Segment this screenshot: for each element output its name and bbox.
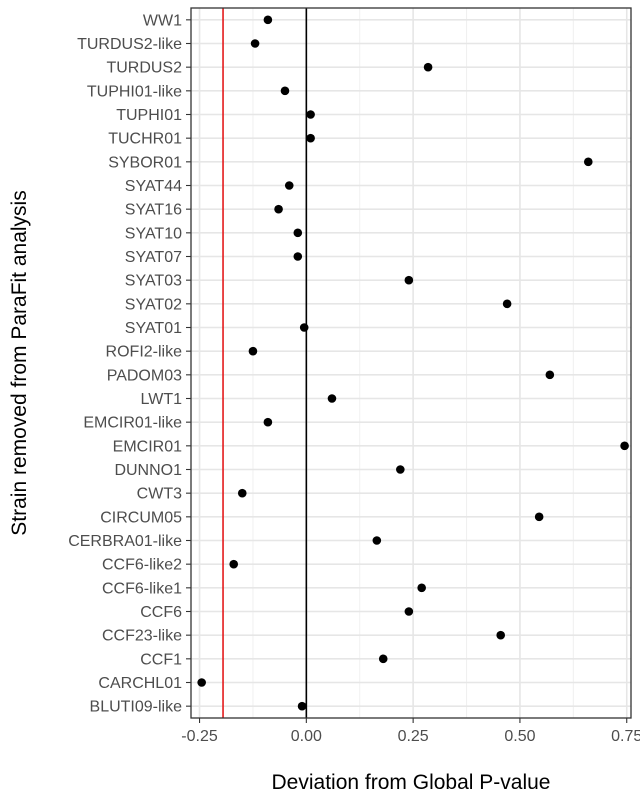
data-point [197,678,206,687]
y-axis-title: Strain removed from ParaFit analysis [8,190,31,535]
data-point [293,252,303,261]
y-tick-label: TURDUS2-like [77,36,182,53]
data-point [297,701,307,711]
data-point [378,654,388,664]
y-tick-label: CERBRA01-like [68,533,182,550]
minor-gridlines [252,8,574,718]
x-tick-label: 0.75 [611,728,640,745]
y-tick-label: CARCHL01 [98,675,182,692]
y-axis-ticks: WW1 TURDUS2-like TURDUS2 TUPHI01-like TUPHI0… [68,12,191,716]
data-point [229,559,239,569]
y-tick-label: CCF6-like2 [102,557,182,574]
y-tick-label: LWT1 [141,391,183,408]
y-tick-label: TURDUS2 [106,60,182,77]
y-tick-label: SYAT10 [125,225,182,242]
x-tick-label: 0.25 [398,728,429,745]
y-tick-label: CCF6-like1 [102,580,182,597]
y-tick-label: TUCHR01 [108,131,182,148]
data-point [502,299,512,309]
y-tick-label: SYAT16 [125,202,182,219]
y-tick-label: CIRCUM05 [100,509,182,526]
y-tick-label: SYAT03 [125,273,182,290]
y-tick-label: ROFI2-like [106,344,183,361]
data-point [404,607,414,616]
y-tick-label: EMCIR01-like [83,415,182,432]
data-point [263,417,273,427]
data-point [583,157,593,167]
data-point [306,133,315,143]
y-tick-label: SYBOR01 [108,154,182,171]
data-point [534,512,544,522]
data-point [396,465,405,474]
data-point [293,228,303,238]
y-tick-label: DUNNO1 [114,462,182,479]
data-point [404,275,414,285]
y-tick-label: SYAT02 [125,296,182,313]
data-point [327,394,337,403]
y-tick-label: PADOM03 [107,367,182,384]
y-tick-label: EMCIR01 [113,438,182,455]
x-tick-label: 0.50 [504,728,535,745]
y-tick-label: TUPHI01-like [87,83,182,100]
data-point [372,536,382,545]
x-axis-title: Deviation from Global P-value [272,771,551,794]
y-tick-label: SYAT44 [125,178,182,195]
data-point [284,181,294,190]
y-tick-label: CWT3 [137,486,182,503]
reference-lines [222,8,308,718]
data-point [250,39,260,48]
data-point [248,346,258,356]
data-point [299,323,309,332]
data-point [423,62,433,72]
plot-border [190,7,632,719]
y-tick-label: CCF23-like [102,628,182,645]
data-point [280,86,290,96]
y-tick-label: WW1 [143,12,182,29]
y-tick-label: SYAT07 [125,249,182,266]
data-point [417,583,426,593]
data-point [496,630,506,640]
data-point [620,441,629,451]
plot-panel [191,8,631,718]
x-axis-ticks: -0.25 0.00 0.25 0.50 0.75 [181,718,640,745]
x-tick-label: 0.00 [291,728,322,745]
y-tick-label: CCF6 [140,604,182,621]
x-tick-label: -0.25 [181,728,218,745]
data-point [237,488,247,498]
data-point [274,204,283,214]
y-tick-label: BLUTI09-like [90,699,183,716]
y-tick-label: TUPHI01 [116,107,182,124]
y-tick-label: CCF1 [140,651,182,668]
data-point [545,370,555,380]
y-tick-label: SYAT01 [125,320,182,337]
data-point [263,15,273,25]
data-points [197,15,629,711]
data-point [306,110,315,119]
